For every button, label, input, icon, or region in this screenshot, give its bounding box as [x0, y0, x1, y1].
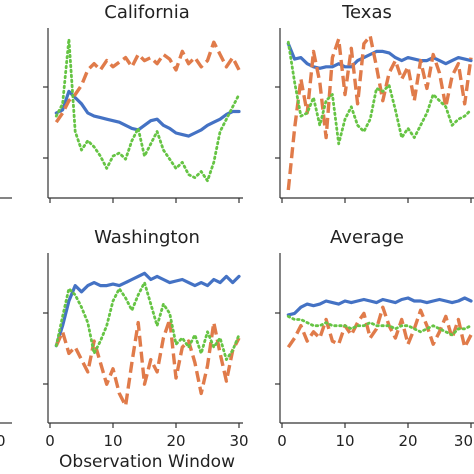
x-tick-label: 0: [277, 432, 287, 450]
series-line-blue: [54, 89, 241, 138]
panel-california: California: [43, 2, 243, 203]
x-tick-label: 20: [398, 432, 417, 450]
series-line-green: [286, 314, 473, 337]
series-line-blue: [54, 271, 241, 348]
panel-average: 0 10 20 30 Average: [275, 227, 474, 450]
series-line-orange: [54, 317, 241, 408]
x-tick-label: 20: [166, 432, 185, 450]
x-tick-label: 30: [0, 432, 6, 450]
panel-washington: 0 10 20 30 Washington: [43, 227, 249, 450]
series-line-blue: [286, 42, 473, 70]
panel-title: Average: [330, 227, 404, 248]
series-line-green: [54, 37, 241, 183]
series-line-orange: [54, 40, 241, 124]
series-line-green: [286, 40, 473, 146]
x-tick-label: 30: [454, 432, 473, 450]
series-line-green: [54, 281, 241, 362]
panel-title: Washington: [94, 227, 200, 248]
series-line-blue: [286, 296, 473, 317]
x-tick-label: 0: [45, 432, 55, 450]
panel-edge-5: 30: [0, 422, 12, 450]
x-axis-label: Observation Window: [59, 452, 235, 472]
x-tick-label: 10: [103, 432, 122, 450]
series-line-orange: [286, 34, 473, 191]
x-tick-label: 10: [335, 432, 354, 450]
x-tick-label: 30: [229, 432, 248, 450]
series-line-orange: [286, 305, 473, 349]
panel-texas: Texas: [275, 2, 474, 203]
panels: California Texas 0 10 20 30 Washington 0 10 20 30 A…: [0, 2, 474, 450]
panel-edge-4: [0, 197, 12, 199]
panel-title: California: [104, 2, 189, 23]
panel-title: Texas: [341, 2, 392, 23]
